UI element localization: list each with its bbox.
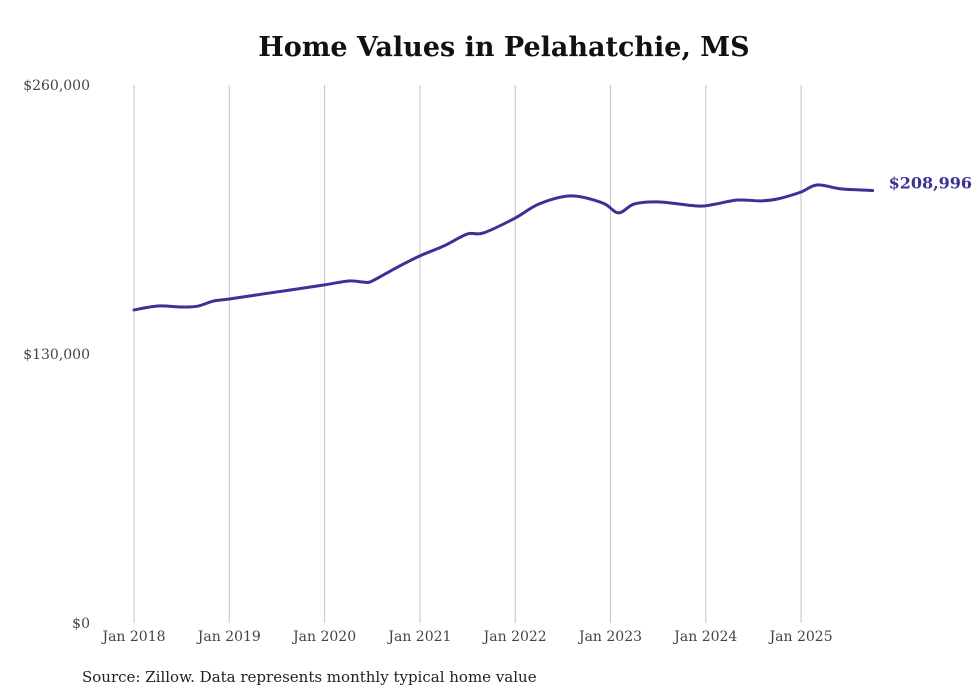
x-tick-label: Jan 2022 (482, 629, 547, 645)
source-note: Source: Zillow. Data represents monthly … (82, 668, 537, 686)
y-tick-label: $260,000 (23, 78, 90, 94)
x-tick-label: Jan 2019 (196, 629, 261, 645)
y-tick-label: $0 (72, 616, 90, 632)
x-tick-label: Jan 2020 (291, 629, 356, 645)
chart-title: Home Values in Pelahatchie, MS (258, 32, 750, 63)
end-value-label: $208,996 (889, 174, 973, 193)
x-tick-label: Jan 2023 (577, 629, 642, 645)
x-tick-label: Jan 2021 (386, 629, 451, 645)
y-tick-label: $130,000 (23, 347, 90, 363)
x-tick-label: Jan 2025 (768, 629, 833, 645)
x-tick-label: Jan 2018 (100, 629, 165, 645)
x-tick-label: Jan 2024 (672, 629, 737, 645)
series-line (132, 183, 875, 312)
